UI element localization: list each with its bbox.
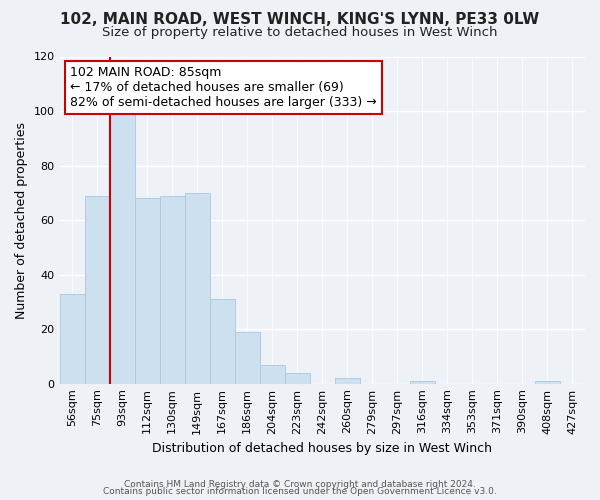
Text: 102 MAIN ROAD: 85sqm
← 17% of detached houses are smaller (69)
82% of semi-detac: 102 MAIN ROAD: 85sqm ← 17% of detached h… <box>70 66 377 110</box>
Text: Contains public sector information licensed under the Open Government Licence v3: Contains public sector information licen… <box>103 488 497 496</box>
Bar <box>110 111 134 384</box>
Bar <box>235 332 260 384</box>
Text: 102, MAIN ROAD, WEST WINCH, KING'S LYNN, PE33 0LW: 102, MAIN ROAD, WEST WINCH, KING'S LYNN,… <box>61 12 539 28</box>
X-axis label: Distribution of detached houses by size in West Winch: Distribution of detached houses by size … <box>152 442 492 455</box>
Bar <box>209 299 235 384</box>
Bar <box>185 193 209 384</box>
Bar <box>335 378 360 384</box>
Bar <box>59 294 85 384</box>
Bar <box>160 196 185 384</box>
Bar <box>535 381 560 384</box>
Bar <box>285 373 310 384</box>
Bar <box>260 364 285 384</box>
Y-axis label: Number of detached properties: Number of detached properties <box>15 122 28 318</box>
Bar <box>134 198 160 384</box>
Bar <box>85 196 110 384</box>
Bar <box>410 381 435 384</box>
Text: Size of property relative to detached houses in West Winch: Size of property relative to detached ho… <box>102 26 498 39</box>
Text: Contains HM Land Registry data © Crown copyright and database right 2024.: Contains HM Land Registry data © Crown c… <box>124 480 476 489</box>
